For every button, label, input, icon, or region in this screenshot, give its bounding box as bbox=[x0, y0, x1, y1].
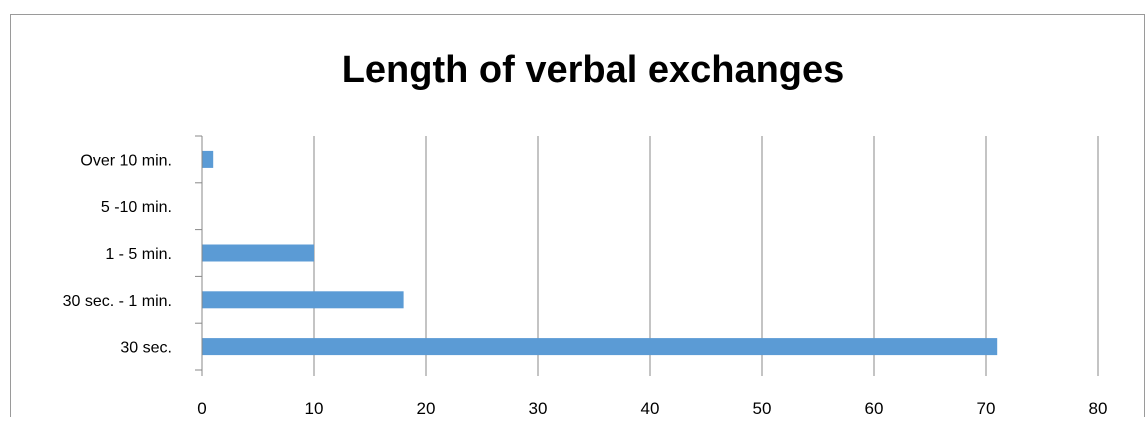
axes bbox=[195, 135, 1099, 376]
bars bbox=[202, 150, 998, 356]
x-tick-label: 40 bbox=[641, 399, 660, 417]
x-tick-label: 10 bbox=[305, 399, 324, 417]
category-label: 5 -10 min. bbox=[101, 199, 172, 216]
category-label: 30 sec. - 1 min. bbox=[63, 293, 172, 310]
category-label: 1 - 5 min. bbox=[105, 246, 172, 263]
chart-title: Length of verbal exchanges bbox=[342, 49, 845, 91]
x-tick-label: 0 bbox=[197, 399, 206, 417]
x-tick-label: 70 bbox=[977, 399, 996, 417]
x-tick-label: 80 bbox=[1089, 399, 1108, 417]
tick-labels: 0 10 20 30 40 50 60 70 80 bbox=[197, 399, 1108, 418]
x-tick-label: 50 bbox=[753, 399, 772, 417]
x-tick-label: 30 bbox=[529, 399, 548, 417]
category-label: Over 10 min. bbox=[80, 152, 172, 169]
category-label: 30 sec. bbox=[120, 340, 172, 357]
bar bbox=[202, 150, 214, 168]
bar bbox=[202, 244, 314, 262]
bar bbox=[202, 338, 998, 356]
category-labels: Over 10 min. 5 -10 min. 1 - 5 min. 30 sec. … bbox=[63, 152, 172, 356]
x-tick-label: 20 bbox=[417, 399, 436, 417]
bar bbox=[202, 291, 404, 309]
x-tick-label: 60 bbox=[865, 399, 884, 417]
